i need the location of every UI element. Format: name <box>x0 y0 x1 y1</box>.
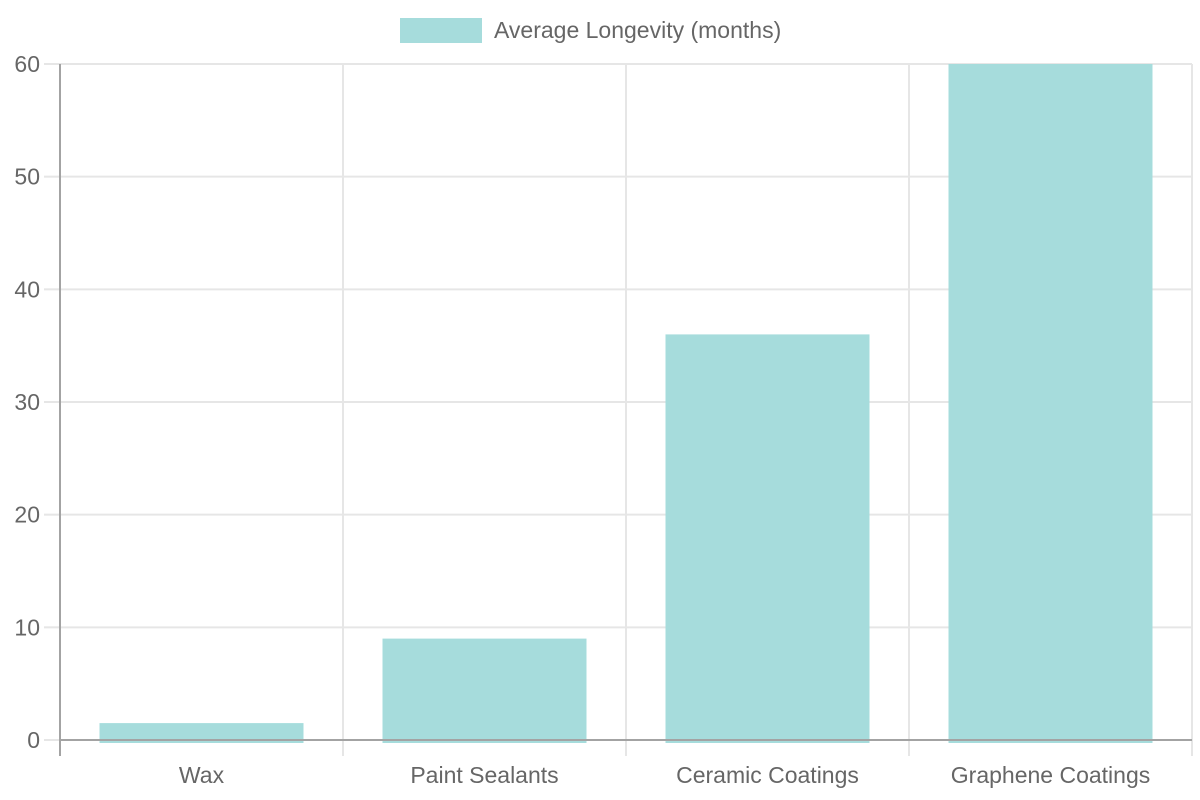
bar-graphene-coatings <box>948 64 1153 743</box>
xtick-label-wax: Wax <box>179 762 225 788</box>
bar-wax <box>99 723 304 743</box>
ytick-label-10: 10 <box>14 614 40 640</box>
legend-label: Average Longevity (months) <box>494 17 782 43</box>
xtick-label-ceramic-coatings: Ceramic Coatings <box>676 762 859 788</box>
ytick-label-60: 60 <box>14 51 40 77</box>
legend: Average Longevity (months) <box>400 17 782 43</box>
bar-ceramic-coatings <box>665 334 870 743</box>
ytick-label-0: 0 <box>27 727 40 753</box>
bar-paint-sealants <box>382 638 587 743</box>
ytick-label-30: 30 <box>14 389 40 415</box>
ytick-label-20: 20 <box>14 502 40 528</box>
xtick-label-graphene-coatings: Graphene Coatings <box>951 762 1150 788</box>
legend-swatch <box>400 18 482 43</box>
ytick-label-50: 50 <box>14 164 40 190</box>
ytick-label-40: 40 <box>14 276 40 302</box>
xtick-label-paint-sealants: Paint Sealants <box>410 762 558 788</box>
